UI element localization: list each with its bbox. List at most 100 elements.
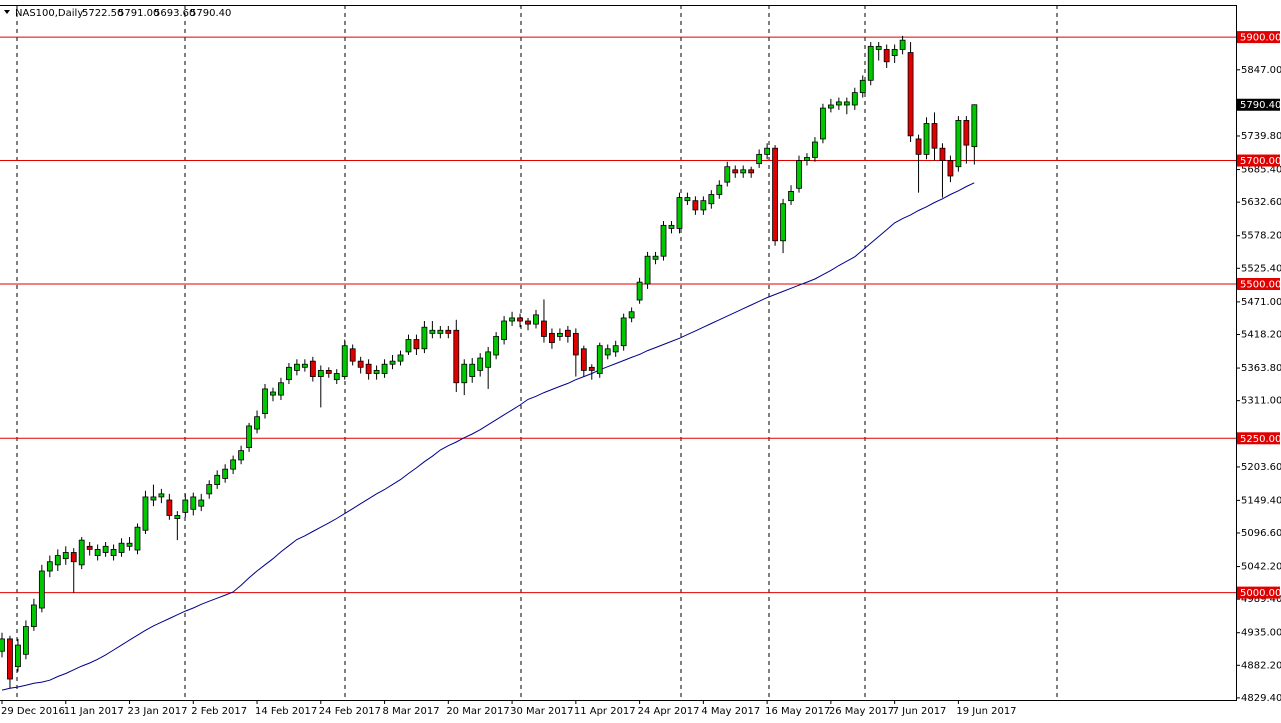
y-tick-label: 5363.80 — [1241, 363, 1281, 374]
x-tick-label: 8 Mar 2017 — [383, 706, 440, 717]
candle-body — [365, 363, 372, 374]
candle-body — [301, 363, 308, 368]
candle-body — [246, 425, 252, 448]
candle-body — [198, 499, 205, 507]
candle-body — [373, 369, 380, 374]
candle-body — [772, 147, 778, 242]
level-label: 5500.00 — [1240, 279, 1281, 290]
y-tick-label: 5042.20 — [1241, 562, 1281, 573]
level-label-box — [1237, 277, 1280, 290]
candle-body — [333, 373, 340, 381]
candle-body — [325, 369, 332, 374]
y-tick-label: 5149.40 — [1241, 495, 1281, 506]
candle-body — [636, 281, 643, 301]
candle-body — [756, 153, 763, 165]
x-tick-label: 24 Feb 2017 — [319, 706, 381, 717]
candle-body — [867, 45, 874, 81]
candle-body — [405, 339, 412, 353]
candle-body — [30, 604, 37, 627]
candle-body — [812, 141, 818, 158]
y-tick-label: 4829.40 — [1241, 693, 1281, 704]
candle-body — [349, 348, 356, 362]
candle-body — [620, 317, 627, 347]
header-low: 5693.60 — [154, 8, 195, 19]
candle-body — [102, 545, 109, 553]
candle-body — [604, 348, 611, 356]
candle-body — [788, 191, 794, 202]
candle-body — [54, 555, 61, 566]
y-tick-label: 4935.00 — [1241, 628, 1281, 639]
level-label-box — [1237, 154, 1280, 167]
y-tick-label: 5203.60 — [1241, 462, 1281, 473]
candle-body — [222, 468, 229, 479]
candle-body — [541, 320, 547, 337]
y-tick-label: 5632.60 — [1241, 197, 1281, 208]
candle-body — [963, 120, 970, 146]
x-tick-label: 30 Mar 2017 — [510, 706, 573, 717]
y-tick-label: 5471.00 — [1241, 297, 1281, 308]
x-tick-label: 29 Dec 2016 — [1, 706, 65, 717]
candle-body — [971, 104, 978, 148]
x-tick-label: 14 Feb 2017 — [255, 706, 317, 717]
candle-body — [947, 160, 954, 177]
candle-body — [166, 499, 173, 516]
candle-body — [843, 101, 850, 106]
moving-average — [1, 182, 975, 691]
candle-body — [254, 416, 260, 430]
x-tick-label: 11 Jan 2017 — [64, 706, 124, 717]
candle-body — [485, 351, 492, 368]
candle-body — [875, 45, 882, 50]
y-tick-label: 4882.20 — [1241, 660, 1281, 671]
candle-body — [652, 255, 659, 260]
candle-body — [676, 197, 683, 229]
candle-body — [238, 450, 245, 461]
candle-body — [748, 169, 755, 174]
level-label: 5700.00 — [1240, 156, 1281, 167]
candle-body — [445, 329, 452, 334]
candle-body — [158, 493, 165, 498]
candle-body — [94, 548, 101, 556]
candle-body — [780, 203, 786, 242]
level-label: 5000.00 — [1240, 588, 1281, 599]
candle-body — [644, 255, 651, 285]
header-arrow[interactable] — [4, 10, 10, 14]
candle-body — [357, 360, 364, 368]
candle-body — [62, 552, 69, 560]
candle-body — [612, 345, 619, 353]
candle-body — [309, 360, 316, 377]
candle-body — [214, 474, 221, 485]
candle-body — [851, 92, 858, 106]
y-tick-label: 5847.00 — [1241, 65, 1281, 76]
candle-body — [835, 101, 842, 106]
last-price-box — [1237, 98, 1280, 111]
candle-body — [572, 332, 579, 356]
last-price-label: 5790.40 — [1240, 100, 1281, 111]
candle-body — [293, 363, 300, 371]
candle-body — [668, 224, 675, 229]
candle-body — [86, 545, 93, 550]
candle-body — [70, 552, 77, 563]
candle-body — [907, 52, 914, 137]
candle-body — [270, 391, 276, 396]
candle-body — [899, 39, 906, 50]
candle-body — [461, 363, 468, 384]
candle-body — [955, 120, 962, 168]
candle-body — [796, 160, 802, 189]
candle-body — [46, 561, 53, 572]
candle-body — [23, 626, 29, 655]
candle-body — [493, 336, 500, 356]
y-tick-label: 5685.40 — [1241, 165, 1281, 176]
candle-body — [142, 496, 149, 531]
candle-body — [341, 345, 348, 377]
candle-body — [421, 326, 428, 350]
candle-body — [700, 200, 707, 211]
x-tick-label: 23 Jan 2017 — [128, 706, 188, 717]
candle-body — [724, 166, 731, 183]
candle-body — [126, 542, 133, 547]
y-tick-label: 5311.00 — [1241, 396, 1281, 407]
candle-body — [708, 194, 715, 205]
candle-body — [883, 49, 890, 63]
y-tick-label: 5739.80 — [1241, 131, 1281, 142]
candle-body — [820, 107, 826, 140]
